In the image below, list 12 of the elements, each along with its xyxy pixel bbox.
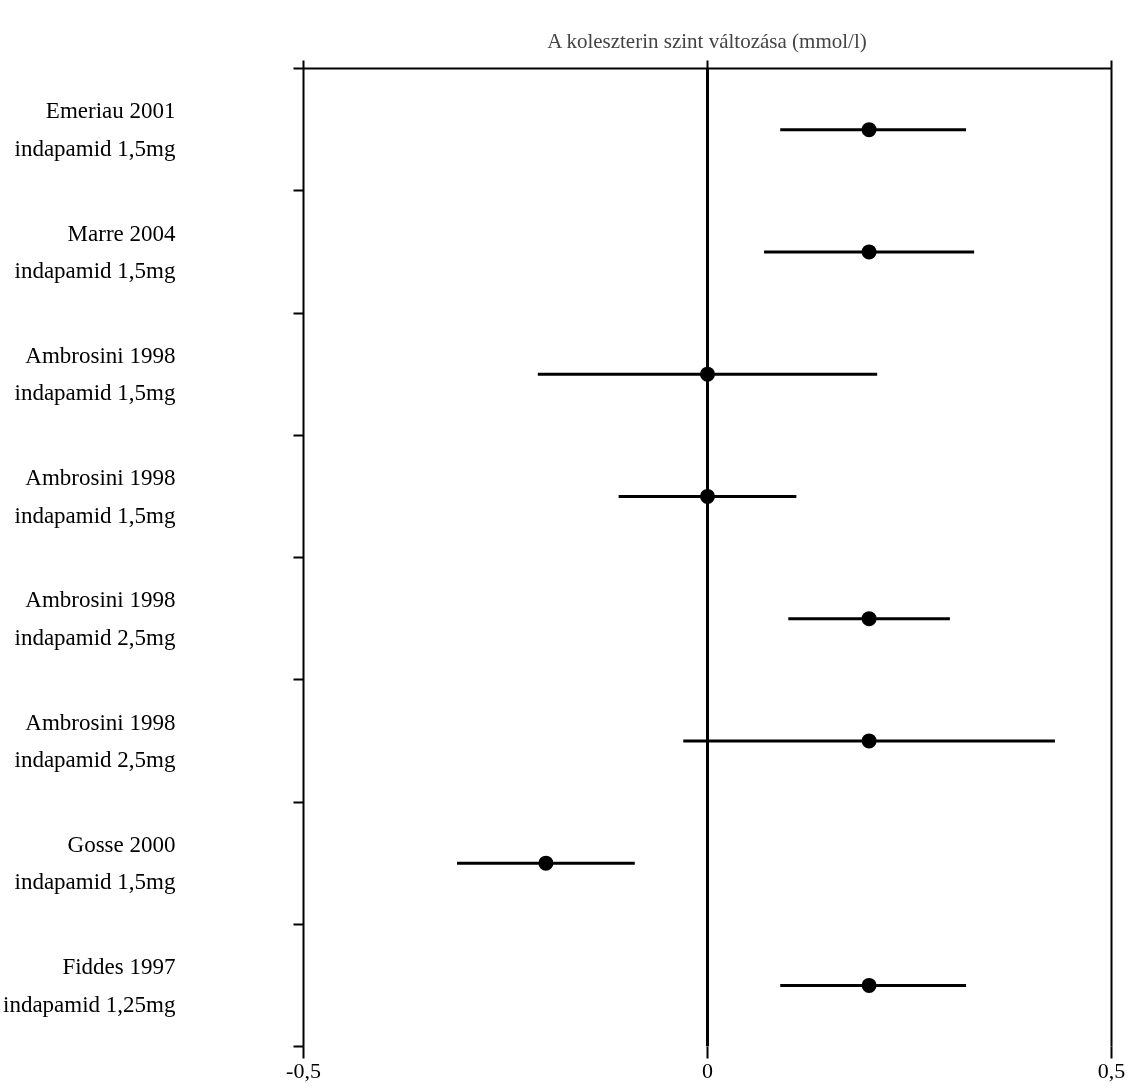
x-axis-title: A koleszterin szint változása (mmol/l): [547, 28, 867, 53]
y-tick-label: Ambrosini 1998 indapamid 2,5mg: [14, 587, 176, 650]
y-tick-label: Fiddes 1997 indapamid 1,25mg: [3, 954, 176, 1017]
x-tick-label: -0,5: [286, 1057, 321, 1083]
x-tick-label: 0: [702, 1057, 713, 1083]
y-tick-label: Marre 2004 indapamid 1,5mg: [14, 220, 176, 284]
y-tick-label: Ambrosini 1998 indapamid 1,5mg: [14, 465, 176, 528]
x-tick-label: 0,5: [1097, 1057, 1126, 1083]
y-tick-label: Emeriau 2001 indapamid 1,5mg: [14, 98, 176, 161]
y-tick-label: Gosse 2000 indapamid 1,5mg: [14, 831, 176, 895]
y-tick-label: Ambrosini 1998 indapamid 1,5mg: [14, 342, 176, 406]
y-tick-label: Ambrosini 1998 indapamid 2,5mg: [14, 709, 176, 773]
